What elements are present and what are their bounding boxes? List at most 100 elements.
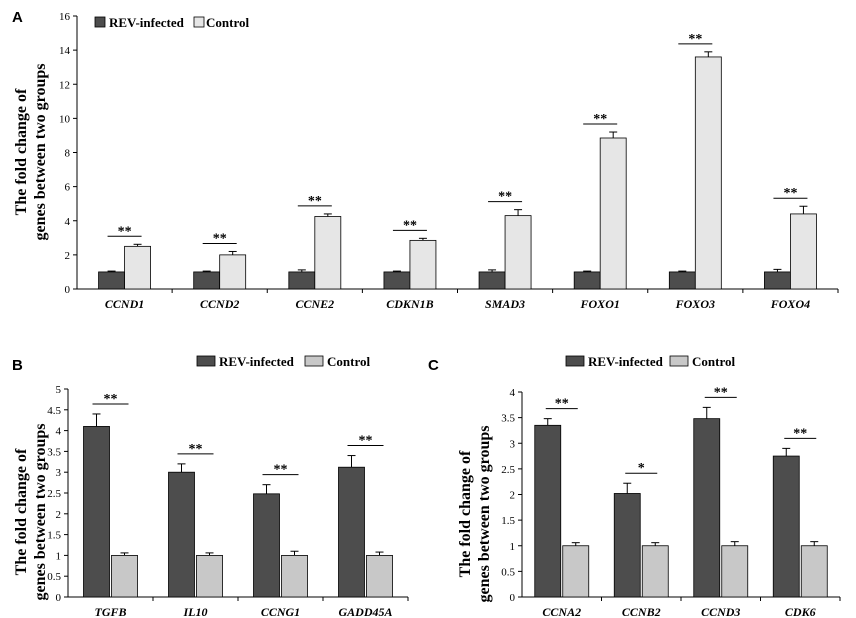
bar-rev-infected-cdk6: [772, 455, 800, 598]
bar-control-ccnd3: [721, 545, 749, 598]
chart-b: 0 0.5 1 1.5 2 2.5 3 3.5 4 4.5 5 The fold change of g…: [13, 354, 409, 618]
bar-rev-infected-il10: [168, 471, 195, 598]
bar-rev-infected-foxo1: [573, 271, 601, 290]
bar-rev-infected-foxo4: [764, 271, 791, 290]
legend-label: Control: [327, 354, 370, 369]
y-tick-label: 4: [65, 216, 71, 228]
panel-label-a: A: [12, 9, 23, 26]
bar-rev-infected-ccnd1: [98, 271, 125, 290]
y-tick-label: 4: [510, 387, 516, 399]
y-axis-label-line-1: The fold change of: [13, 88, 30, 215]
significance-mark: **: [403, 218, 417, 233]
significance-mark: **: [783, 186, 797, 201]
y-tick-label: 0: [65, 284, 71, 296]
y-axis-label-line-2: genes between two groups: [476, 425, 493, 602]
category-label: IL10: [183, 605, 208, 618]
bar-control-ccnb2: [641, 545, 669, 598]
y-tick-label: 10: [59, 113, 71, 125]
category-label: CCND3: [701, 605, 740, 618]
category-label: CCND1: [105, 297, 144, 311]
significance-mark: **: [274, 463, 288, 478]
bar-control-ccng1: [281, 555, 308, 598]
y-axis-label-line-1: The fold change of: [457, 450, 474, 577]
legend-swatch-control: [193, 16, 205, 28]
bar-control-il10: [196, 555, 223, 598]
category-label: SMAD3: [485, 297, 525, 311]
y-tick-label: 3.5: [501, 413, 515, 425]
bar-rev-infected-ccne2: [288, 271, 316, 290]
bar-rev-infected-ccnd2: [193, 271, 221, 290]
legend-swatch-control: [669, 355, 689, 367]
y-tick-label: 4.5: [47, 405, 61, 417]
category-label: TGFB: [94, 605, 126, 618]
bar-control-gadd45a: [366, 555, 393, 598]
legend-swatch-rev-infected: [565, 355, 585, 367]
y-tick-label: 4: [56, 426, 62, 438]
bar-control-smad3: [504, 215, 532, 290]
category-label: CDK6: [785, 605, 816, 618]
y-tick-label: 0: [56, 592, 62, 604]
bar-rev-infected-tgfb: [83, 426, 110, 598]
significance-mark: *: [638, 461, 645, 476]
significance-mark: **: [714, 385, 728, 400]
y-tick-label: 2: [510, 490, 516, 502]
significance-mark: **: [498, 190, 512, 205]
y-tick-label: 1.5: [501, 515, 515, 527]
bar-rev-infected-ccnb2: [613, 493, 641, 598]
y-tick-label: 3: [56, 467, 62, 479]
y-tick-label: 2: [65, 250, 71, 262]
significance-mark: **: [555, 397, 569, 412]
y-tick-label: 1: [510, 541, 516, 553]
y-tick-label: 12: [59, 79, 70, 91]
y-axis-label: The fold change of genes between two grou…: [13, 63, 49, 240]
category-label: CCNE2: [295, 297, 334, 311]
bar-rev-infected-ccna2: [534, 424, 562, 598]
y-tick-label: 2: [56, 509, 62, 521]
significance-mark: **: [593, 112, 607, 127]
bar-control-tgfb: [111, 555, 138, 598]
y-tick-label: 3.5: [47, 446, 61, 458]
y-axis-label-line-2: genes between two groups: [32, 423, 49, 600]
legend-label: REV-infected: [109, 15, 185, 30]
significance-mark: **: [104, 392, 118, 407]
bar-control-cdkn1b: [409, 239, 437, 290]
y-tick-label: 14: [59, 45, 71, 57]
y-tick-label: 0.5: [501, 566, 515, 578]
bar-rev-infected-gadd45a: [338, 466, 365, 598]
chart-c: 0 0.5 1 1.5 2 2.5 3 3.5 4 The fold change of genes…: [457, 354, 841, 618]
y-tick-label: 3: [510, 438, 516, 450]
category-label: CCNA2: [542, 605, 581, 618]
significance-mark: **: [359, 434, 373, 449]
bar-rev-infected-smad3: [478, 271, 506, 290]
category-label: CDKN1B: [386, 297, 433, 311]
y-tick-label: 2.5: [501, 464, 515, 476]
legend-label: Control: [692, 354, 735, 369]
bar-control-ccnd1: [124, 245, 151, 290]
category-label: CCNB2: [622, 605, 661, 618]
y-axis-label: The fold change of genes between two grou…: [457, 425, 493, 602]
category-label: CCND2: [200, 297, 239, 311]
bar-control-cdk6: [800, 545, 828, 598]
y-axis-label-line-2: genes between two groups: [32, 63, 49, 240]
legend-swatch-rev-infected: [94, 16, 106, 28]
y-axis-label: The fold change of genes between two grou…: [13, 423, 49, 600]
y-tick-label: 16: [59, 11, 71, 23]
legend-label: REV-infected: [219, 354, 295, 369]
y-axis-label-line-1: The fold change of: [13, 448, 30, 575]
bar-rev-infected-foxo3: [668, 271, 696, 290]
significance-mark: **: [213, 231, 227, 246]
y-tick-label: 1.5: [47, 530, 61, 542]
y-tick-label: 1: [56, 550, 62, 562]
y-tick-label: 0: [510, 592, 516, 604]
y-tick-label: 0.5: [47, 571, 61, 583]
legend-swatch-control: [304, 355, 324, 367]
y-tick-label: 2.5: [47, 488, 61, 500]
bar-rev-infected-ccng1: [253, 493, 280, 598]
bar-control-ccnd2: [219, 254, 247, 290]
significance-mark: **: [189, 442, 203, 457]
legend-label: Control: [206, 15, 249, 30]
bar-control-foxo4: [790, 213, 817, 290]
significance-mark: **: [688, 32, 702, 47]
significance-mark: **: [118, 224, 132, 239]
